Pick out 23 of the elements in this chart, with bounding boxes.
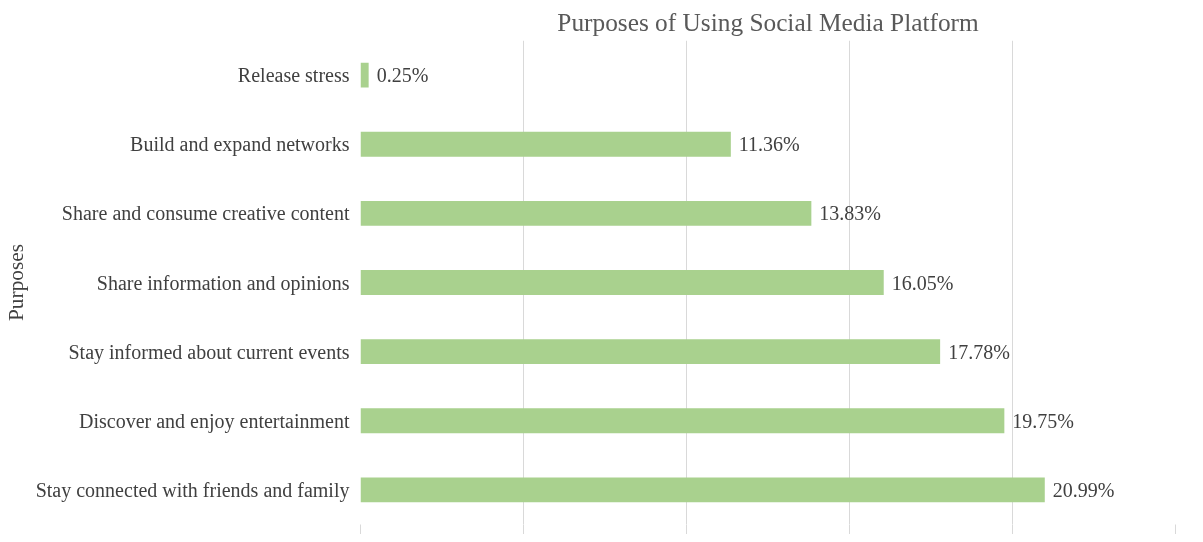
data-label: 19.75% — [1012, 409, 1075, 432]
data-label: 13.83% — [819, 202, 882, 225]
y-tick-label: Release stress — [237, 64, 350, 87]
data-label: 17.78% — [948, 340, 1010, 363]
chart-title: Purposes of Using Social Media Platform — [557, 7, 979, 36]
bar — [360, 339, 941, 365]
y-tick-label: Build and expand networks — [130, 133, 350, 157]
data-label: 0.25% — [376, 64, 429, 87]
y-tick-label: Share information and opinions — [96, 271, 350, 295]
bar — [360, 270, 884, 295]
data-label: 16.05% — [891, 271, 954, 294]
y-tick-label: Share and consume creative content — [61, 202, 350, 225]
data-label: 11.36% — [738, 133, 800, 156]
data-label: 20.99% — [1052, 478, 1115, 501]
y-axis-title: Purposes — [3, 243, 28, 322]
bar — [360, 131, 731, 157]
bar — [360, 477, 1045, 503]
bar — [360, 200, 812, 226]
bar — [360, 62, 369, 88]
y-tick-label: Discover and enjoy entertainment — [79, 409, 350, 433]
y-tick-label: Stay informed about current events — [68, 340, 350, 364]
y-tick-label: Stay connected with friends and family — [35, 478, 350, 502]
bar — [360, 408, 1005, 434]
